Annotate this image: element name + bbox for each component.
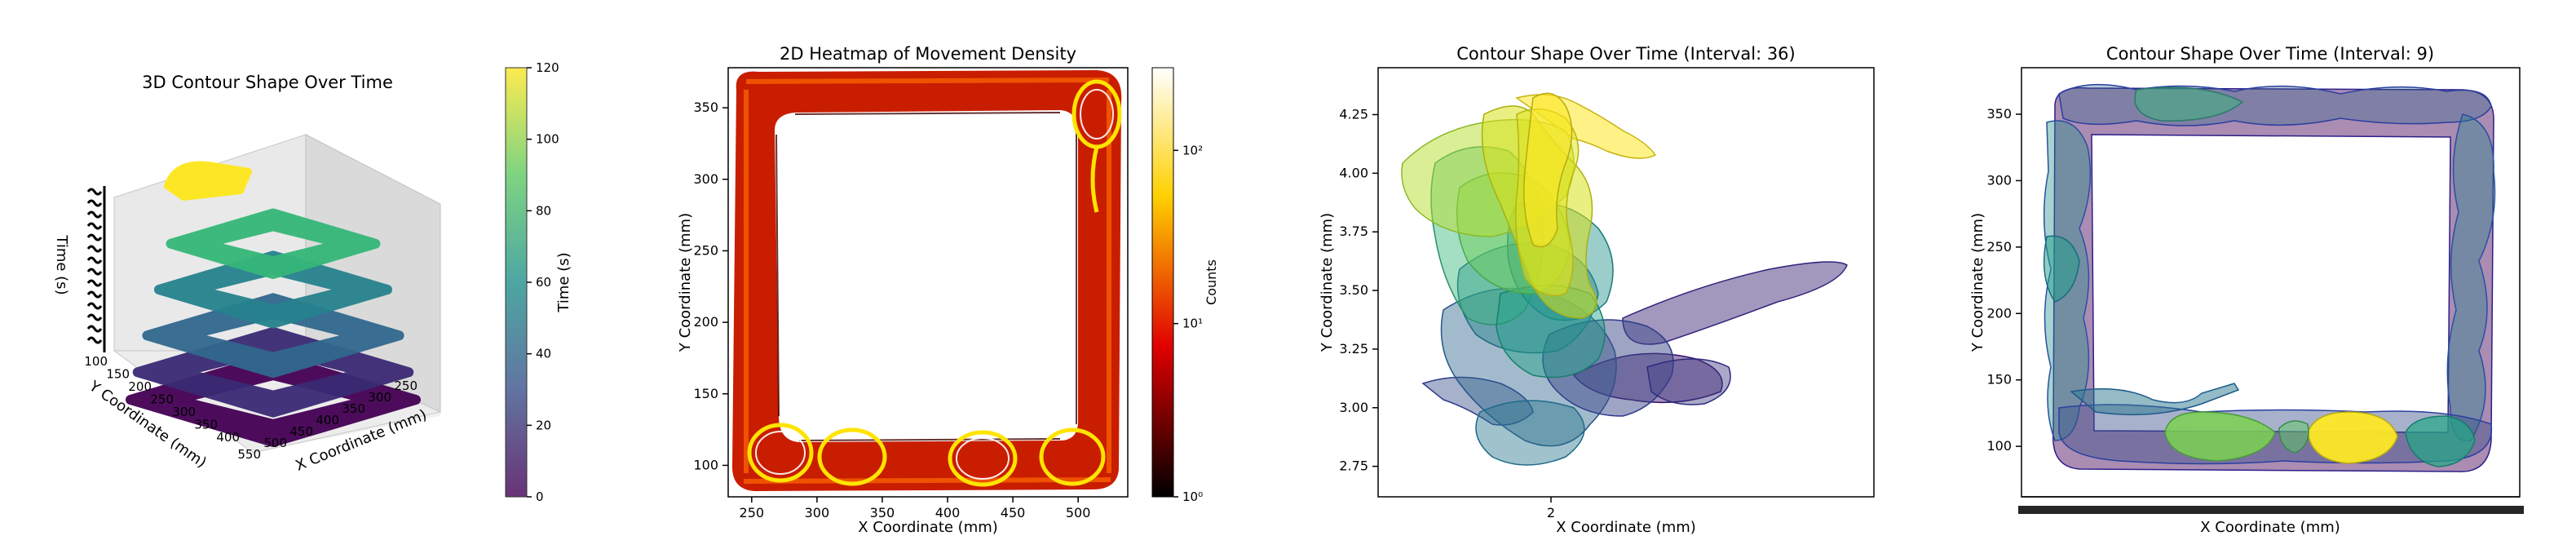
y-tick-heatmap-300: 300 [693, 171, 718, 187]
x-ticks-9-dense [2018, 497, 2524, 514]
x-ticks-36: 2 [1547, 497, 1555, 520]
colorbar-counts-tick-0: 10⁰ [1182, 489, 1203, 504]
colorbar-time-tick-80: 80 [536, 203, 551, 218]
x-tick-3d-550: 550 [237, 447, 261, 462]
panel-contour-36: Contour Shape Over Time (Interval: 36) 2… [1319, 44, 1874, 536]
y-tick-3d-100: 100 [84, 354, 108, 369]
chart-title-interval-36: Contour Shape Over Time (Interval: 36) [1456, 44, 1796, 64]
colorbar-time-tick-20: 20 [536, 418, 551, 432]
y-tick-36-4.25: 4.25 [1339, 106, 1368, 122]
y-tick-36-3.75: 3.75 [1339, 224, 1368, 239]
x-tick-heatmap-300: 300 [805, 505, 830, 520]
x-axis-label-heatmap: X Coordinate (mm) [858, 519, 998, 536]
x-tick-heatmap-450: 450 [1001, 505, 1026, 520]
y-tick-9-100: 100 [1986, 438, 2012, 454]
x-tick-heatmap-250: 250 [740, 505, 765, 520]
3d-z-axis: Time (s) [53, 186, 104, 352]
3d-z-ticks [88, 189, 101, 343]
x-tick-3d-350: 350 [342, 401, 365, 416]
colorbar-time: 0 20 40 60 80 100 120 Time (s) [506, 60, 572, 504]
y-tick-36-4.00: 4.00 [1339, 165, 1368, 180]
x-tick-3d-250: 250 [394, 379, 418, 393]
colorbar-time-label: Time (s) [555, 252, 572, 312]
panel-heatmap: 2D Heatmap of Movement Density 250 300 35 [677, 44, 1219, 536]
y-tick-3d-300: 300 [172, 405, 196, 419]
y-tick-9-250: 250 [1986, 239, 2012, 255]
heatmap-x-ticks: 250 300 350 400 450 500 [740, 497, 1091, 520]
colorbar-counts-label: Counts [1204, 259, 1219, 305]
contour-layer-5 [167, 165, 249, 197]
x-tick-36-2: 2 [1547, 505, 1555, 520]
y-ticks-36: 2.75 3.00 3.25 3.50 3.75 4.00 4.25 [1339, 106, 1378, 473]
y-tick-9-350: 350 [1986, 106, 2012, 122]
y-tick-3d-400: 400 [216, 430, 240, 445]
y-tick-3d-150: 150 [106, 367, 130, 382]
y-tick-heatmap-200: 200 [693, 314, 718, 330]
y-tick-36-3.25: 3.25 [1339, 341, 1368, 356]
x-axis-label-36: X Coordinate (mm) [1556, 519, 1696, 536]
y-tick-3d-200: 200 [128, 379, 152, 394]
y-tick-heatmap-350: 350 [693, 100, 718, 115]
y-tick-heatmap-250: 250 [693, 242, 718, 258]
colorbar-time-tick-100: 100 [536, 132, 559, 147]
x-tick-3d-500: 500 [263, 436, 287, 450]
y-tick-9-200: 200 [1986, 305, 2012, 321]
colorbar-time-tick-120: 120 [536, 60, 559, 75]
y-tick-9-300: 300 [1986, 172, 2012, 188]
chart-title-interval-9: Contour Shape Over Time (Interval: 9) [2106, 44, 2434, 64]
y-ticks-9: 100 150 200 250 300 350 [1986, 106, 2021, 454]
colorbar-time-tick-60: 60 [536, 275, 551, 290]
y-tick-36-2.75: 2.75 [1339, 458, 1368, 474]
y-tick-heatmap-100: 100 [693, 457, 718, 472]
y-tick-36-3.00: 3.00 [1339, 400, 1368, 415]
chart-title-heatmap: 2D Heatmap of Movement Density [780, 44, 1076, 64]
x-tick-3d-450: 450 [289, 424, 313, 439]
z-axis-label: Time (s) [53, 234, 70, 294]
colorbar-counts-bar [1152, 68, 1173, 497]
x-tick-heatmap-500: 500 [1066, 505, 1091, 520]
y-axis-label-9: Y Coordinate (mm) [1969, 213, 1986, 352]
y-tick-3d-350: 350 [194, 418, 218, 432]
y-tick-3d-250: 250 [150, 392, 174, 407]
colorbar-counts-tick-2: 10² [1182, 143, 1203, 157]
y-axis-label-heatmap: Y Coordinate (mm) [677, 213, 694, 352]
panel-3d-contour: 3D Contour Shape Over Time Time (s) 1001… [53, 60, 572, 504]
x-tick-3d-300: 300 [368, 390, 391, 405]
colorbar-counts: 10⁰ 10¹ 10² Counts [1152, 68, 1219, 504]
panel-contour-9: Contour Shape Over Time (Interval: 9) 10… [1969, 44, 2524, 536]
y-axis-label-36: Y Coordinate (mm) [1319, 213, 1336, 352]
y-tick-heatmap-150: 150 [693, 386, 718, 401]
x-tick-3d-400: 400 [316, 413, 339, 427]
colorbar-time-bar [506, 68, 527, 497]
colorbar-counts-tick-1: 10¹ [1182, 317, 1203, 331]
chart-title-3d: 3D Contour Shape Over Time [142, 73, 393, 92]
heatmap-y-ticks: 100 150 200 250 300 350 [693, 100, 728, 472]
colorbar-time-tick-40: 40 [536, 347, 551, 361]
y-tick-9-150: 150 [1986, 372, 2012, 388]
x-axis-label-9: X Coordinate (mm) [2200, 519, 2340, 536]
colorbar-time-tick-0: 0 [536, 489, 544, 504]
y-tick-36-3.50: 3.50 [1339, 282, 1368, 298]
